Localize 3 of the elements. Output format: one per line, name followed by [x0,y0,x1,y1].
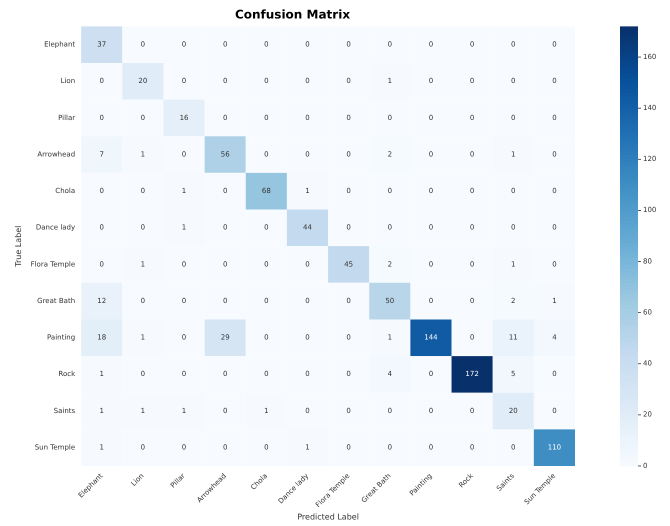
y-axis-title: True Label [14,226,23,268]
x-axis-title: Predicted Label [297,512,359,522]
chart-title: Confusion Matrix [234,7,350,22]
